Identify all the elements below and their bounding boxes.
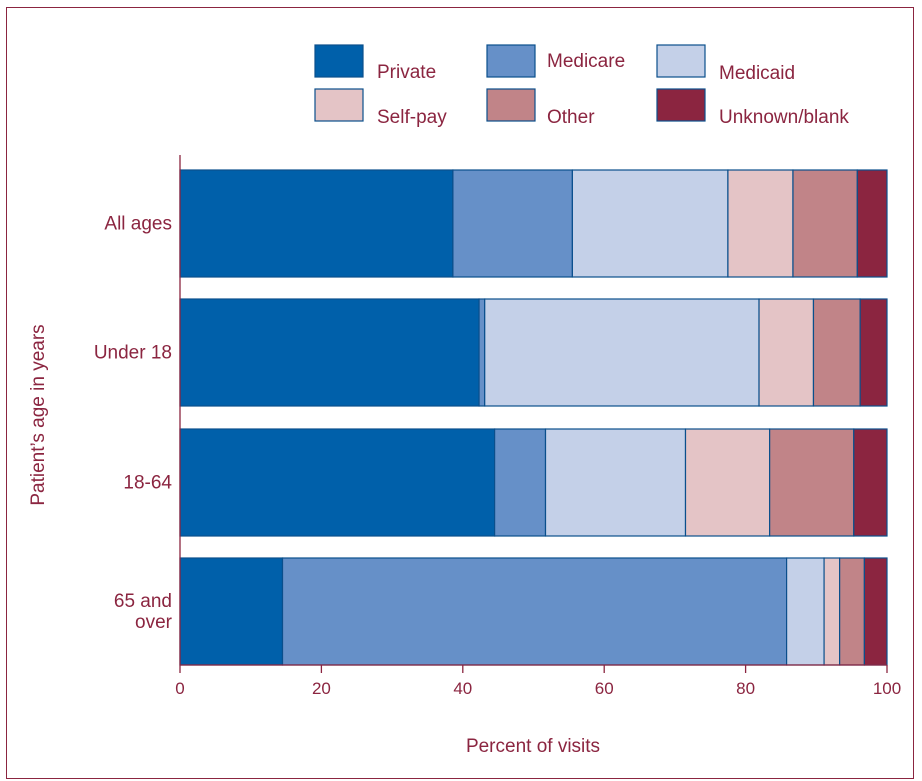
- category-label: 65 and over: [114, 591, 173, 633]
- bar-all-ages-medicaid: [571, 169, 729, 278]
- bar-under-18-medicaid: [484, 298, 760, 407]
- bar-65-and-over-other: [839, 557, 865, 666]
- legend-swatch-medicaid: [656, 44, 706, 78]
- bars: [179, 169, 888, 666]
- category-label: Under 18: [94, 343, 172, 364]
- bar-65-and-over-medicaid: [786, 557, 825, 666]
- bar-65-and-over-unknown-blank: [863, 557, 888, 666]
- legend-swatch-private: [314, 44, 364, 78]
- legend-swatch-other: [486, 88, 536, 122]
- legend-label-private: Private: [377, 62, 436, 83]
- x-tick-label: 20: [312, 679, 331, 698]
- bar-all-ages-private: [179, 169, 454, 278]
- bar-under-18-medicare: [478, 298, 486, 407]
- y-axis-title: Patient’s age in years: [28, 324, 49, 505]
- bar-under-18-other: [812, 298, 861, 407]
- legend: Private Medicare Medicaid Self-pay Other Unkn…: [314, 44, 849, 128]
- bar-65-and-over-medicare: [281, 557, 788, 666]
- x-axis-title: Percent of visits: [466, 736, 600, 757]
- legend-swatch-medicare: [486, 44, 536, 78]
- legend-label-self-pay: Self-pay: [377, 107, 447, 128]
- category-label: 18-64: [123, 473, 172, 494]
- bar-under-18-private: [179, 298, 480, 407]
- axes: All ages Under 18 18-64 65 and over 0 20 40 60 80…: [94, 155, 901, 698]
- legend-label-unknown-blank: Unknown/blank: [719, 107, 849, 128]
- bar-65-and-over-self-pay: [823, 557, 841, 666]
- bar-all-ages-other: [792, 169, 858, 278]
- x-tick-label: 0: [175, 679, 184, 698]
- legend-label-medicaid: Medicaid: [719, 63, 795, 84]
- x-tick-label: 80: [736, 679, 755, 698]
- bar-all-ages-self-pay: [727, 169, 794, 278]
- chart-frame: [6, 7, 914, 779]
- x-tick-label: 60: [595, 679, 614, 698]
- bar-65-and-over-private: [179, 557, 284, 666]
- category-label: All ages: [104, 214, 172, 235]
- bar-18-64-private: [179, 428, 496, 537]
- bar-18-64-medicaid: [544, 428, 687, 537]
- bar-18-64-unknown-blank: [853, 428, 888, 537]
- legend-label-other: Other: [547, 107, 595, 128]
- legend-swatch-self-pay: [314, 88, 364, 122]
- bar-all-ages-unknown-blank: [856, 169, 888, 278]
- bar-all-ages-medicare: [452, 169, 573, 278]
- x-tick-label: 40: [453, 679, 472, 698]
- legend-label-medicare: Medicare: [547, 51, 625, 72]
- bar-under-18-unknown-blank: [859, 298, 888, 407]
- bar-18-64-other: [769, 428, 855, 537]
- bar-18-64-self-pay: [684, 428, 771, 537]
- bar-under-18-self-pay: [758, 298, 815, 407]
- legend-swatch-unknown-blank: [656, 88, 706, 122]
- bar-18-64-medicare: [494, 428, 547, 537]
- x-tick-label: 100: [873, 679, 901, 698]
